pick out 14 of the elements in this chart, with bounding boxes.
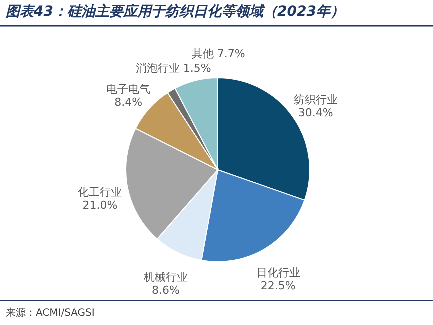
- data-label: 30.4%: [298, 106, 334, 120]
- slice-label: 纺织行业: [294, 94, 338, 107]
- slice-label: 电子电气: [106, 83, 151, 96]
- data-label: 21.0%: [82, 199, 118, 212]
- source-note: 来源：ACMI/SAGSI: [6, 307, 95, 319]
- data-label: 22.5%: [260, 280, 296, 293]
- slice-label: 日化行业: [256, 266, 300, 280]
- slice-label: 其他 7.7%: [192, 48, 246, 61]
- data-label: 8.4%: [114, 96, 143, 110]
- data-label: 8.6%: [152, 284, 180, 298]
- slice-label: 化工行业: [78, 186, 122, 200]
- chart-title: 图表43：硅油主要应用于纺织日化等领域（2023年）: [6, 3, 344, 20]
- slice-label: 机械行业: [144, 271, 188, 284]
- slice-label: 消泡行业 1.5%: [136, 62, 212, 76]
